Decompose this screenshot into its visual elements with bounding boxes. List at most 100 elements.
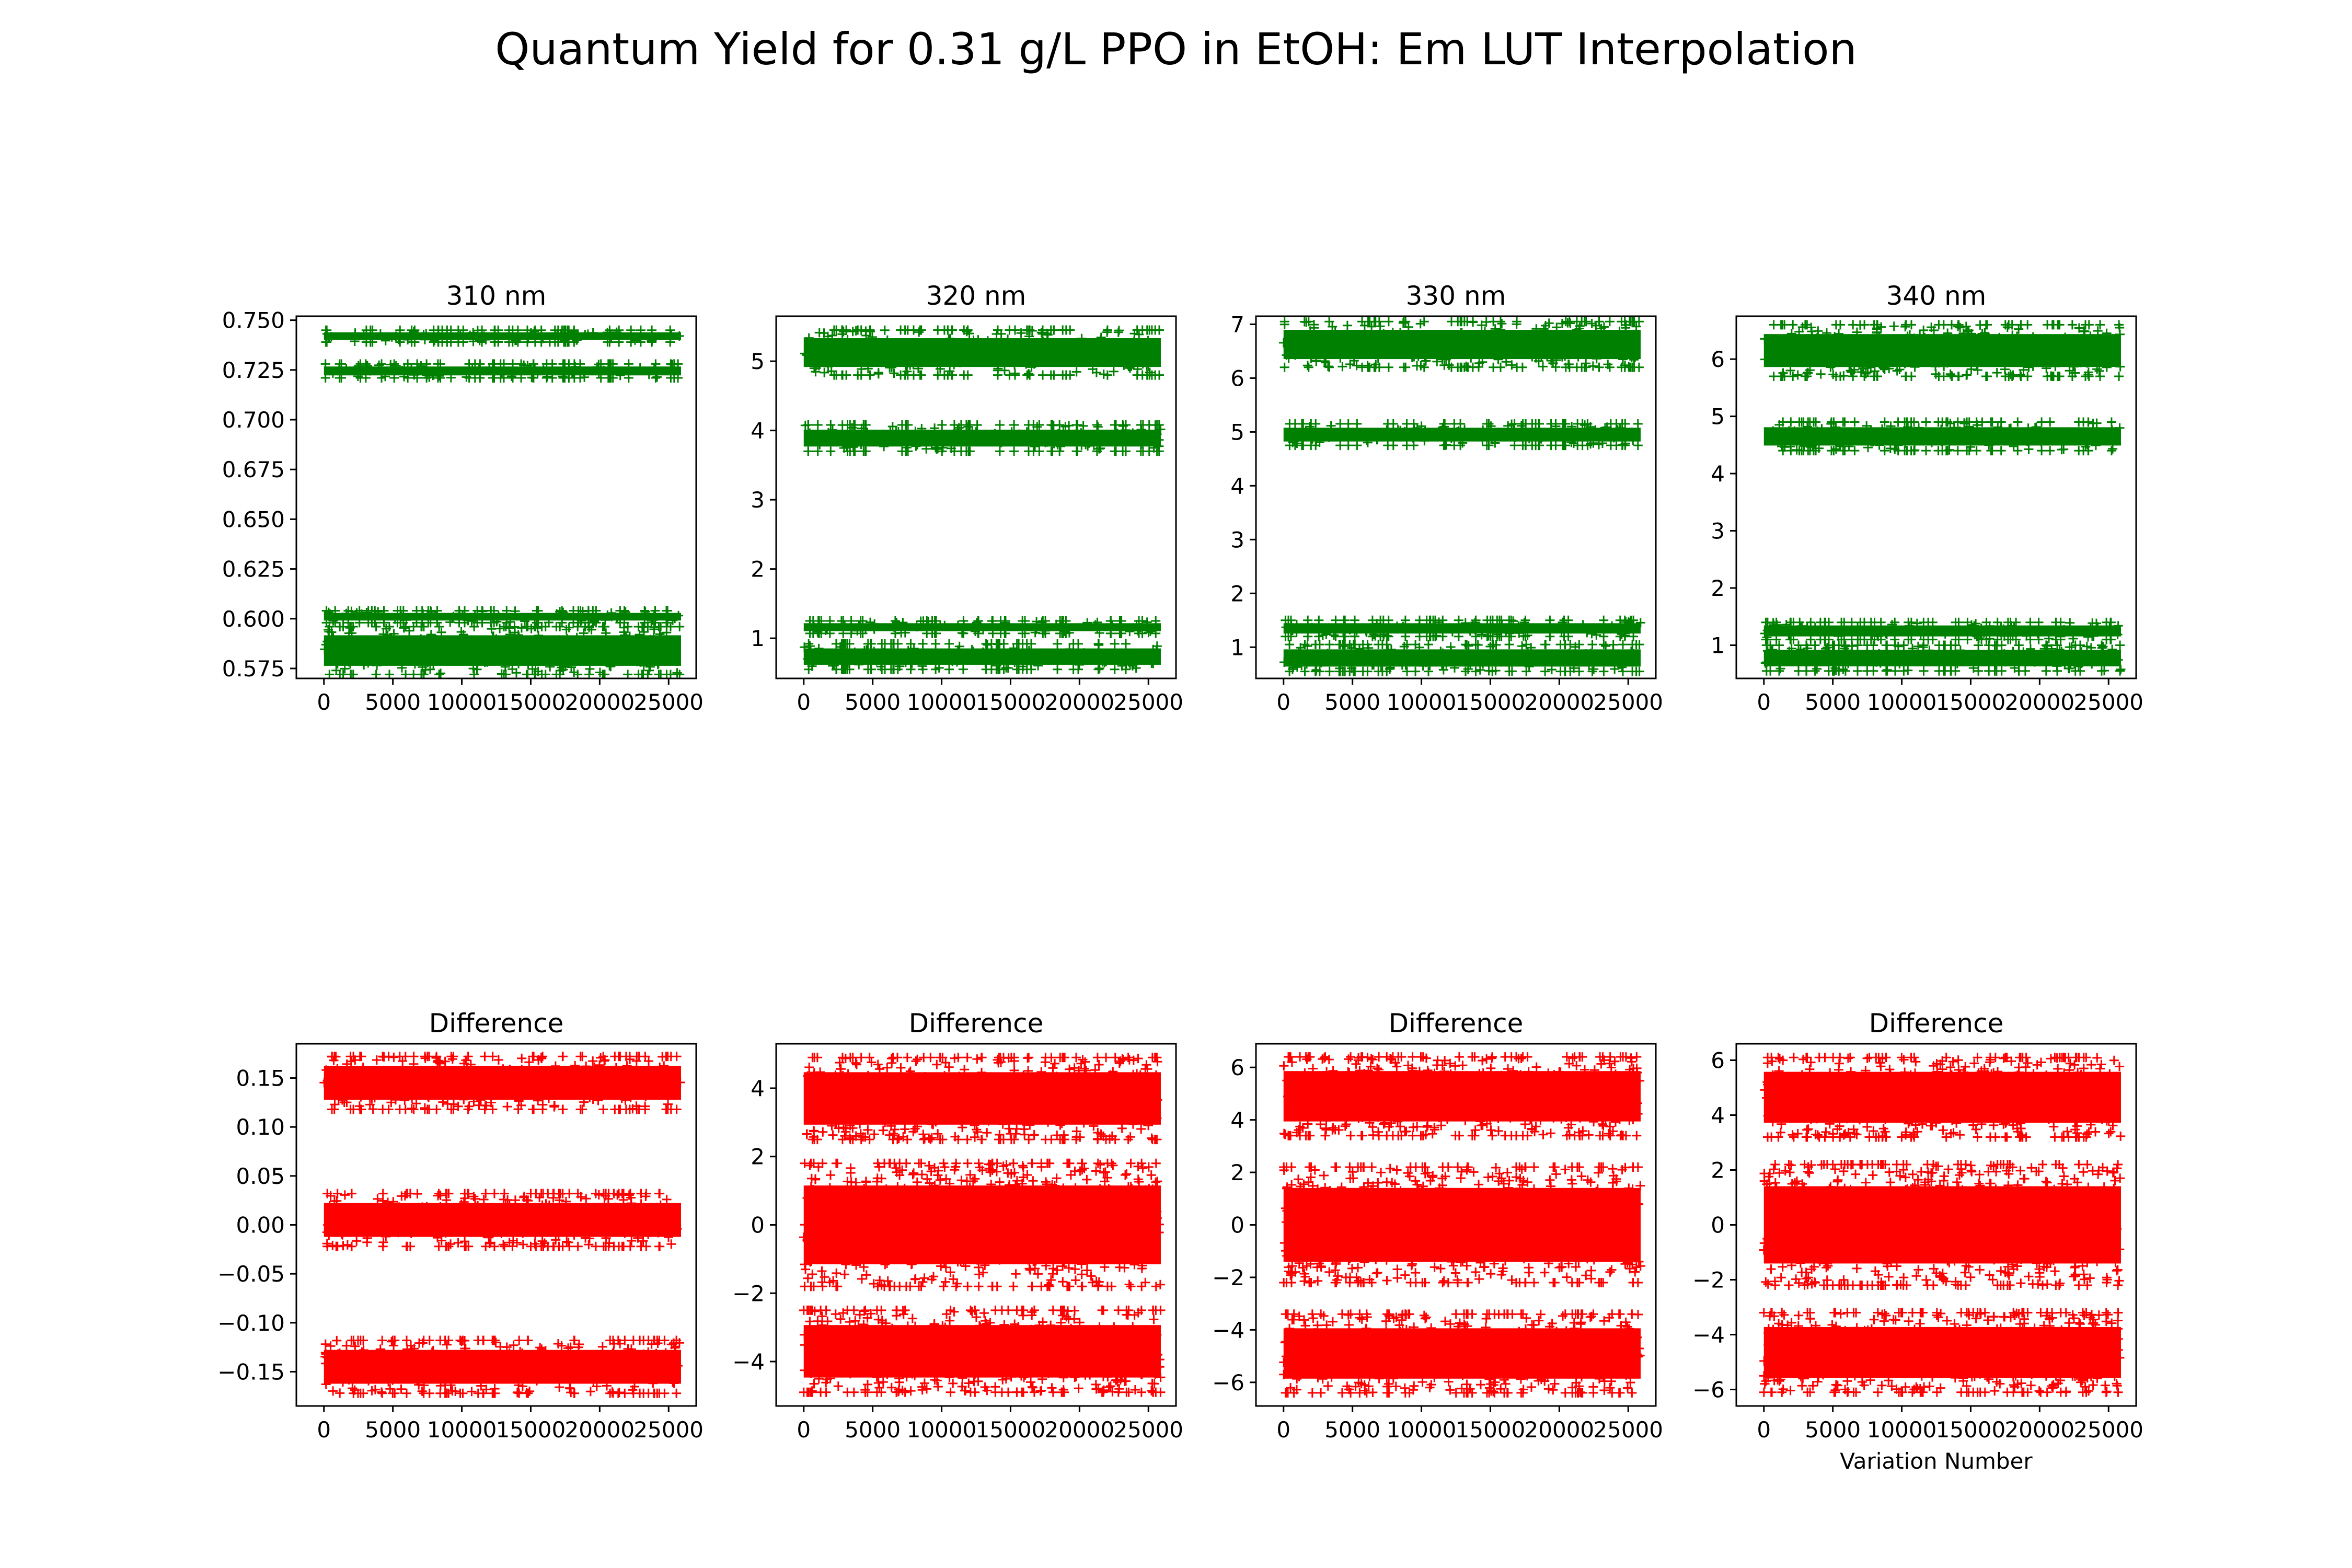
series-markers xyxy=(1278,317,1645,676)
data-band-2 xyxy=(800,420,1166,456)
y-tick-label: 2 xyxy=(751,1144,765,1170)
data-band-3 xyxy=(1759,1308,2125,1397)
plus-markers xyxy=(799,1305,1166,1397)
subplot-title: 340 nm xyxy=(1886,281,1987,311)
x-tick-label: 20000 xyxy=(1045,689,1115,715)
y-tick-label: 6 xyxy=(1711,347,1725,372)
data-band-2 xyxy=(322,1189,682,1251)
y-tick-label: 0 xyxy=(1711,1213,1725,1238)
y-tick-label: 3 xyxy=(751,487,765,513)
y-tick-label: 0.575 xyxy=(222,656,285,682)
data-band-1 xyxy=(802,1053,1162,1145)
axes-frame xyxy=(1255,315,1657,679)
y-tick-label: 2 xyxy=(1711,575,1725,601)
plus-markers xyxy=(800,639,1162,674)
series-markers xyxy=(1759,1053,2126,1397)
x-tick-label: 0 xyxy=(1276,689,1290,715)
y-tick-label: 4 xyxy=(1711,461,1725,487)
y-tick-label: 7 xyxy=(1230,312,1244,337)
x-tick-label: 15000 xyxy=(496,1417,566,1443)
data-band-3 xyxy=(320,1335,684,1398)
x-tick-label: 0 xyxy=(317,1417,331,1443)
plus-markers xyxy=(320,1335,684,1398)
x-tick-label: 10000 xyxy=(1387,689,1457,715)
plus-markers xyxy=(1279,1052,1645,1140)
x-tick-label: 10000 xyxy=(1867,1417,1937,1443)
y-tick-label: 0.600 xyxy=(222,606,285,632)
x-tick-label: 20000 xyxy=(565,689,635,715)
x-tick-label: 10000 xyxy=(427,689,497,715)
x-tick-label: 5000 xyxy=(1324,689,1380,715)
plus-markers xyxy=(1760,1053,2126,1142)
x-tick-label: 15000 xyxy=(976,689,1046,715)
y-tick-label: −2 xyxy=(732,1281,765,1306)
plus-markers xyxy=(1278,317,1644,372)
x-tick-label: 5000 xyxy=(845,689,901,715)
y-tick-label: −0.15 xyxy=(217,1359,285,1385)
x-tick-label: 0 xyxy=(1757,689,1771,715)
subplot-title: Difference xyxy=(909,1008,1044,1039)
y-tick-label: 6 xyxy=(1230,1055,1244,1080)
y-tick-label: −4 xyxy=(732,1349,765,1375)
y-tick-label: −6 xyxy=(1692,1377,1725,1403)
data-band-2 xyxy=(799,1158,1165,1292)
data-band-4 xyxy=(1760,640,2126,676)
y-tick-label: 1 xyxy=(751,626,765,651)
x-tick-label: 0 xyxy=(797,689,811,715)
x-tick-label: 25000 xyxy=(1593,689,1663,715)
plus-markers xyxy=(1279,640,1644,676)
data-band-4 xyxy=(320,622,685,678)
subplot-grid: 0 5000 100001500020000250000.5750.6000.625… xyxy=(217,281,2143,1474)
y-tick-label: 0.700 xyxy=(222,407,285,433)
plus-markers xyxy=(1285,419,1643,451)
x-tick-label: 0 xyxy=(317,689,331,715)
x-tick-label: 5000 xyxy=(365,689,421,715)
y-tick-label: 5 xyxy=(1711,404,1725,430)
subplot-title: Difference xyxy=(1869,1008,2004,1039)
plus-markers xyxy=(1281,615,1645,641)
y-tick-label: 2 xyxy=(1230,581,1244,606)
y-tick-label: 4 xyxy=(1230,473,1244,499)
axes-frame xyxy=(1735,315,2137,679)
x-tick-label: 0 xyxy=(1276,1417,1290,1443)
plus-markers xyxy=(320,359,683,383)
y-tick-label: 5 xyxy=(1230,419,1244,445)
plus-markers xyxy=(321,325,684,347)
x-tick-label: 15000 xyxy=(1456,689,1526,715)
y-tick-label: −4 xyxy=(1212,1317,1244,1343)
subplot-title: Difference xyxy=(429,1008,564,1039)
y-tick-label: 1 xyxy=(1711,633,1725,659)
y-tick-label: 0.750 xyxy=(222,308,285,333)
x-tick-label: 20000 xyxy=(2005,1417,2075,1443)
series-markers xyxy=(320,325,685,678)
y-tick-label: 0.725 xyxy=(222,358,285,383)
y-tick-label: 0 xyxy=(751,1213,765,1238)
y-tick-label: 0.10 xyxy=(236,1114,285,1140)
data-band-1 xyxy=(319,1052,685,1114)
plus-markers xyxy=(802,1053,1162,1145)
data-band-3 xyxy=(1760,617,2123,644)
band-core xyxy=(1763,625,2121,637)
y-tick-label: 3 xyxy=(1711,518,1725,544)
y-tick-label: −0.10 xyxy=(217,1310,285,1336)
y-tick-label: 0.675 xyxy=(222,457,285,482)
plus-markers xyxy=(1759,1308,2125,1397)
x-tick-label: 0 xyxy=(797,1417,811,1443)
plus-markers xyxy=(800,420,1166,456)
y-tick-label: −4 xyxy=(1692,1322,1725,1348)
y-tick-label: 0.650 xyxy=(222,506,285,532)
x-tick-label: 10000 xyxy=(1387,1417,1457,1443)
data-band-3 xyxy=(1281,615,1645,641)
subplot-title: 330 nm xyxy=(1406,281,1506,311)
y-tick-label: 4 xyxy=(751,418,765,444)
axes-frame xyxy=(295,315,697,679)
y-tick-label: 0.15 xyxy=(236,1066,285,1091)
plus-markers xyxy=(1279,1309,1645,1398)
